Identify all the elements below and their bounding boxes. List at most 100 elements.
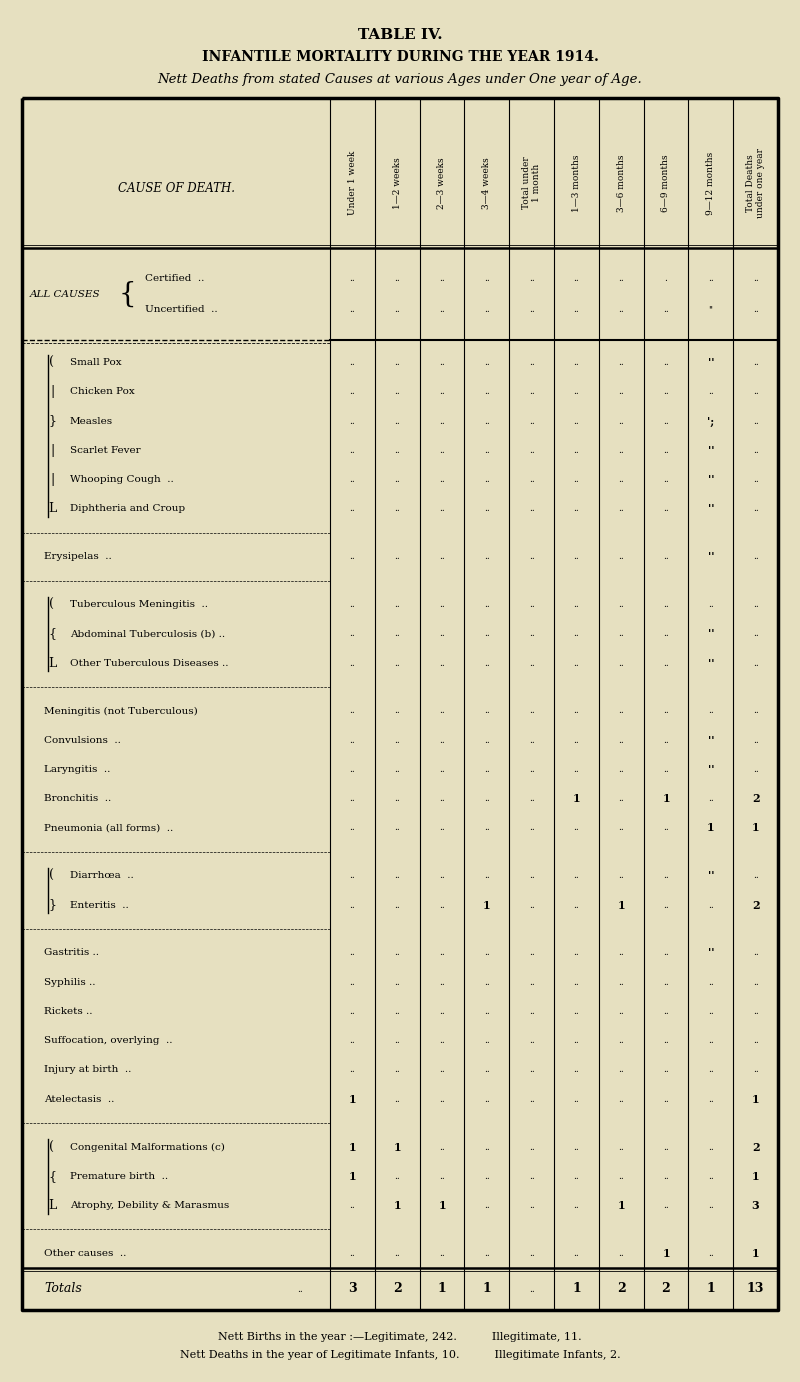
Text: ..: .. (663, 475, 669, 484)
Text: ..: .. (663, 901, 669, 909)
Text: {: { (118, 281, 136, 308)
Text: ..: .. (529, 1201, 534, 1211)
Text: Convulsions  ..: Convulsions .. (44, 735, 121, 745)
Text: ..: .. (708, 600, 714, 609)
Text: ..: .. (753, 629, 758, 638)
Text: ..: .. (663, 1172, 669, 1180)
Text: ..: .. (708, 795, 714, 803)
Text: ..: .. (350, 446, 355, 455)
Text: Tuberculous Meningitis  ..: Tuberculous Meningitis .. (70, 600, 208, 609)
Text: ..: .. (484, 629, 490, 638)
Text: Meningitis (not Tuberculous): Meningitis (not Tuberculous) (44, 706, 198, 716)
Text: ..: .. (663, 977, 669, 987)
Text: '': '' (708, 305, 714, 314)
Text: Atelectasis  ..: Atelectasis .. (44, 1095, 114, 1104)
Text: '': '' (707, 445, 714, 456)
Text: ..: .. (484, 553, 490, 561)
Text: ..: .. (529, 1143, 534, 1151)
Text: Small Pox: Small Pox (70, 358, 122, 368)
Text: ..: .. (529, 1007, 534, 1016)
Text: Injury at birth  ..: Injury at birth .. (44, 1066, 131, 1074)
Text: ..: .. (618, 1143, 624, 1151)
Text: ..: .. (350, 600, 355, 609)
Text: ..: .. (618, 305, 624, 314)
Text: Enteritis  ..: Enteritis .. (70, 901, 129, 909)
Text: ..: .. (618, 735, 624, 745)
Text: ..: .. (439, 1095, 445, 1104)
Text: ..: .. (529, 475, 534, 484)
Text: ..: .. (663, 824, 669, 832)
Text: ..: .. (574, 629, 579, 638)
Text: }: } (48, 898, 56, 912)
Text: ..: .. (439, 1066, 445, 1074)
Text: ..: .. (484, 446, 490, 455)
Text: ..: .. (439, 553, 445, 561)
Text: Rickets ..: Rickets .. (44, 1007, 93, 1016)
Text: ..: .. (439, 766, 445, 774)
Text: ..: .. (484, 1066, 490, 1074)
Text: 2: 2 (752, 900, 759, 911)
Text: ..: .. (484, 1095, 490, 1104)
Text: ..: .. (439, 274, 445, 283)
Text: 1: 1 (752, 1248, 759, 1259)
Text: ..: .. (574, 553, 579, 561)
Text: 2—3 weeks: 2—3 weeks (438, 158, 446, 209)
Text: ..: .. (574, 1036, 579, 1045)
Text: ..: .. (439, 475, 445, 484)
Text: ..: .. (529, 795, 534, 803)
Text: {: { (48, 627, 56, 640)
Text: 1: 1 (438, 1200, 446, 1211)
Text: ..: .. (753, 446, 758, 455)
Text: ..: .. (394, 475, 400, 484)
Text: ..: .. (753, 475, 758, 484)
Text: ..: .. (529, 600, 534, 609)
Text: ..: .. (753, 735, 758, 745)
Text: {: { (48, 1169, 56, 1183)
Text: Pneumonia (all forms)  ..: Pneumonia (all forms) .. (44, 824, 174, 832)
Text: ..: .. (529, 416, 534, 426)
Text: Totals: Totals (44, 1282, 82, 1295)
Text: ..: .. (529, 305, 534, 314)
Text: ..: .. (708, 706, 714, 716)
Text: ..: .. (753, 1036, 758, 1045)
Text: ..: .. (394, 1095, 400, 1104)
Text: 1: 1 (394, 1200, 401, 1211)
Text: ..: .. (439, 1172, 445, 1180)
Text: '': '' (707, 871, 714, 882)
Text: ..: .. (529, 358, 534, 368)
Text: ..: .. (297, 1284, 303, 1294)
Text: L: L (48, 503, 56, 515)
Text: ..: .. (484, 1036, 490, 1045)
Text: ..: .. (484, 274, 490, 283)
Text: Measles: Measles (70, 416, 113, 426)
Text: CAUSE OF DEATH.: CAUSE OF DEATH. (118, 181, 234, 195)
Text: ..: .. (439, 446, 445, 455)
Text: '': '' (707, 764, 714, 775)
Text: 1: 1 (662, 793, 670, 804)
Text: Uncertified  ..: Uncertified .. (145, 305, 218, 314)
Text: ..: .. (529, 766, 534, 774)
Text: ..: .. (484, 1172, 490, 1180)
Text: .: . (665, 274, 667, 283)
Text: 1: 1 (394, 1142, 401, 1153)
Text: ..: .. (708, 1095, 714, 1104)
Text: INFANTILE MORTALITY DURING THE YEAR 1914.: INFANTILE MORTALITY DURING THE YEAR 1914… (202, 50, 598, 64)
Text: ..: .. (708, 901, 714, 909)
Text: 9—12 months: 9—12 months (706, 152, 715, 214)
Text: ..: .. (484, 1201, 490, 1211)
Text: 13: 13 (747, 1282, 764, 1295)
Text: ..: .. (663, 553, 669, 561)
Text: ..: .. (529, 871, 534, 880)
Text: 2: 2 (752, 1142, 759, 1153)
Text: Chicken Pox: Chicken Pox (70, 387, 134, 397)
Text: '': '' (707, 658, 714, 669)
Text: ..: .. (439, 358, 445, 368)
Text: ..: .. (484, 416, 490, 426)
Text: ..: .. (394, 795, 400, 803)
Text: ..: .. (753, 871, 758, 880)
Text: ..: .. (484, 824, 490, 832)
Text: ..: .. (618, 766, 624, 774)
Text: Nett Births in the year :—Legitimate, 242.          Illegitimate, 11.: Nett Births in the year :—Legitimate, 24… (218, 1332, 582, 1342)
Text: ..: .. (574, 977, 579, 987)
Text: ..: .. (708, 1007, 714, 1016)
